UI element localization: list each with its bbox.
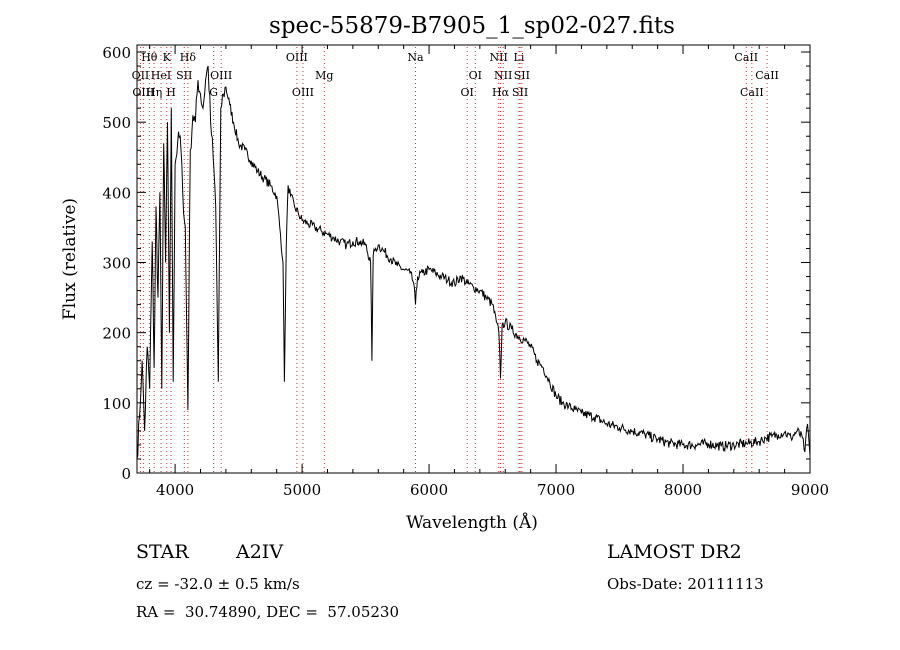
y-tick-label: 100 xyxy=(102,395,131,413)
y-tick-label: 500 xyxy=(102,114,131,132)
line-marker-label: OII xyxy=(132,69,150,82)
line-marker-label: OI xyxy=(460,86,473,99)
object-class: STAR xyxy=(136,541,189,563)
y-tick-label: 400 xyxy=(102,184,131,202)
x-tick-label: 4000 xyxy=(156,481,194,499)
x-tick-label: 7000 xyxy=(537,481,575,499)
line-marker-label: OIII xyxy=(286,51,308,64)
x-axis-label: Wavelength (Å) xyxy=(406,512,538,533)
line-marker-label: NII xyxy=(489,51,507,64)
line-marker-label: OIII xyxy=(132,86,154,99)
y-tick-label: 200 xyxy=(102,325,131,343)
line-marker-label: K xyxy=(163,51,172,64)
line-marker-label: SII xyxy=(514,69,530,82)
chart-title: spec-55879-B7905_1_sp02-027.fits xyxy=(269,13,675,39)
line-marker-label: Mg xyxy=(315,69,333,82)
y-axis-label: Flux (relative) xyxy=(60,198,80,320)
line-marker-label: NII xyxy=(494,69,512,82)
line-marker-label: H xyxy=(166,86,176,99)
line-marker-label: CaII xyxy=(740,86,764,99)
line-marker-label: Hθ xyxy=(141,51,158,64)
axis-ticks: 4000 5000 6000 7000 8000 9000 0 100 200 300 400 500… xyxy=(102,44,829,499)
line-marker-label: Hα xyxy=(492,86,510,99)
coordinates: RA = 30.74890, DEC = 57.05230 xyxy=(136,603,400,621)
y-tick-label: 300 xyxy=(102,255,131,273)
line-marker-label: Hδ xyxy=(180,51,197,64)
line-marker-label: Li xyxy=(514,51,525,64)
obs-date: Obs-Date: 20111113 xyxy=(607,575,764,593)
spectrum-line xyxy=(136,65,811,460)
line-marker-label: HeI xyxy=(151,69,171,82)
line-marker-label: CaII xyxy=(734,51,758,64)
x-tick-label: 8000 xyxy=(664,481,702,499)
line-marker-label: CaII xyxy=(755,69,779,82)
plot-frame xyxy=(136,44,811,474)
line-marker-label: SII xyxy=(512,86,528,99)
x-tick-label: 5000 xyxy=(283,481,321,499)
y-tick-label: 600 xyxy=(102,44,131,62)
line-marker-label: OIII xyxy=(292,86,314,99)
x-tick-label: 9000 xyxy=(791,481,829,499)
redshift-readout: cz = -32.0 ± 0.5 km/s xyxy=(136,575,300,593)
object-subclass: A2IV xyxy=(236,541,284,563)
line-marker-label: Na xyxy=(407,51,424,64)
x-tick-label: 6000 xyxy=(410,481,448,499)
line-marker-label: OIII xyxy=(210,69,232,82)
line-marker-label: SII xyxy=(176,69,192,82)
survey-name: LAMOST DR2 xyxy=(607,541,742,563)
line-marker-label: G xyxy=(209,86,218,99)
line-marker-label: Hη xyxy=(146,86,162,99)
y-tick-label: 0 xyxy=(121,465,131,483)
line-marker-label: OI xyxy=(469,69,482,82)
